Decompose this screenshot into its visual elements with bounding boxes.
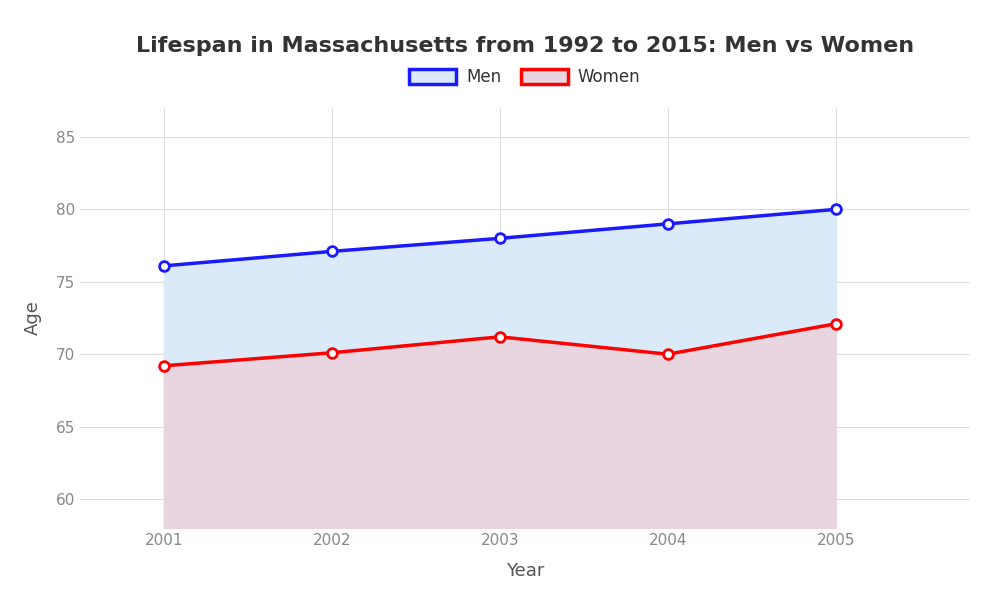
Title: Lifespan in Massachusetts from 1992 to 2015: Men vs Women: Lifespan in Massachusetts from 1992 to 2… bbox=[136, 37, 914, 56]
Legend: Men, Women: Men, Women bbox=[403, 62, 647, 93]
X-axis label: Year: Year bbox=[506, 562, 544, 580]
Y-axis label: Age: Age bbox=[24, 301, 42, 335]
